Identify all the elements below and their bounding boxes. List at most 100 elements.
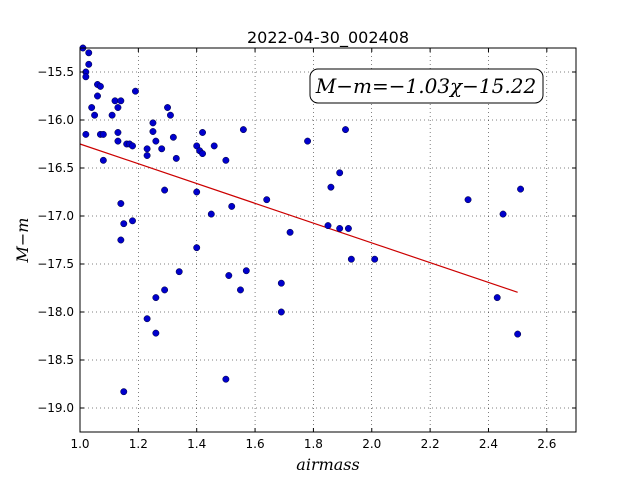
data-point bbox=[129, 217, 136, 225]
data-point bbox=[464, 196, 472, 204]
data-point bbox=[199, 150, 206, 158]
data-point bbox=[166, 111, 174, 119]
data-point bbox=[82, 130, 90, 138]
data-point bbox=[175, 268, 183, 276]
data-point bbox=[149, 128, 157, 135]
x-tick-label: 2.4 bbox=[479, 437, 498, 451]
data-point bbox=[286, 228, 294, 236]
data-point bbox=[149, 119, 157, 127]
y-tick-labels: −15.5 −16.0 −16.5 −17.0 −17.5 −18.0 −18.5 −19.0 bbox=[37, 65, 74, 415]
data-point bbox=[277, 279, 285, 287]
data-point bbox=[131, 87, 139, 95]
data-point bbox=[169, 133, 177, 141]
data-point bbox=[82, 73, 90, 81]
data-point bbox=[114, 104, 122, 111]
x-tick-label: 1.6 bbox=[246, 437, 265, 451]
data-point bbox=[161, 186, 169, 194]
data-point bbox=[120, 388, 128, 396]
data-point bbox=[324, 222, 332, 230]
data-point bbox=[304, 137, 312, 145]
data-point bbox=[193, 188, 201, 196]
data-point bbox=[336, 225, 344, 232]
fit-annotation: M−m=−1.03χ−15.22 bbox=[309, 68, 544, 104]
data-point bbox=[207, 210, 215, 218]
y-tick-label: −16.5 bbox=[37, 161, 74, 175]
y-tick-label: −17.0 bbox=[37, 209, 74, 223]
data-point bbox=[164, 104, 171, 111]
data-point bbox=[263, 196, 271, 204]
x-axis-label: airmass bbox=[296, 455, 359, 474]
ticks bbox=[79, 48, 576, 432]
data-point bbox=[225, 272, 233, 279]
x-tick-label: 2.2 bbox=[421, 437, 440, 451]
x-tick-label: 2.0 bbox=[362, 437, 381, 451]
data-point bbox=[199, 129, 206, 136]
data-points bbox=[79, 44, 525, 396]
data-point bbox=[117, 200, 125, 207]
data-point bbox=[94, 92, 101, 100]
x-tick-label: 2.6 bbox=[537, 437, 556, 451]
data-point bbox=[237, 286, 244, 294]
data-point bbox=[277, 308, 285, 316]
plot-background bbox=[80, 48, 576, 432]
data-point bbox=[193, 244, 201, 252]
y-tick-label: −16.0 bbox=[37, 113, 74, 127]
data-point bbox=[152, 137, 160, 145]
data-point bbox=[228, 202, 236, 210]
data-point bbox=[336, 169, 344, 177]
y-tick-label: −19.0 bbox=[37, 401, 74, 415]
x-tick-label: 1.0 bbox=[70, 437, 89, 451]
data-point bbox=[117, 97, 125, 105]
x-tick-label: 1.2 bbox=[129, 437, 148, 451]
data-point bbox=[514, 330, 522, 338]
y-tick-label: −17.5 bbox=[37, 257, 74, 271]
data-point bbox=[111, 97, 119, 105]
data-point bbox=[499, 210, 507, 218]
data-point bbox=[327, 183, 335, 191]
data-point bbox=[152, 329, 160, 337]
data-point bbox=[114, 137, 122, 145]
data-point bbox=[347, 255, 355, 263]
fit-line-group bbox=[79, 143, 518, 293]
x-tick-labels: 1.0 1.2 1.4 1.6 1.8 2.0 2.2 2.4 2.6 bbox=[70, 437, 556, 451]
data-point bbox=[517, 185, 525, 193]
data-point bbox=[161, 286, 169, 294]
data-point bbox=[85, 60, 93, 68]
data-point bbox=[129, 142, 136, 150]
data-point bbox=[342, 126, 349, 134]
data-point bbox=[143, 315, 151, 323]
data-point bbox=[222, 375, 230, 383]
data-point bbox=[143, 145, 151, 153]
data-point bbox=[210, 142, 218, 150]
data-point bbox=[493, 294, 501, 302]
x-tick-label: 1.8 bbox=[304, 437, 323, 451]
x-tick-label: 1.4 bbox=[187, 437, 206, 451]
annotation-box bbox=[309, 68, 544, 104]
data-point bbox=[152, 294, 160, 302]
data-point bbox=[108, 111, 116, 119]
data-point bbox=[143, 152, 151, 159]
data-point bbox=[120, 220, 128, 228]
data-point bbox=[85, 49, 93, 57]
y-axis-label: M−m bbox=[13, 218, 32, 264]
data-point bbox=[99, 156, 107, 164]
data-point bbox=[88, 104, 96, 111]
annotation-text: M−m=−1.03χ−15.22 bbox=[315, 74, 536, 98]
data-point bbox=[371, 255, 379, 263]
data-point bbox=[344, 225, 352, 232]
y-tick-label: −18.0 bbox=[37, 305, 74, 319]
data-point bbox=[172, 154, 180, 162]
data-point bbox=[114, 129, 122, 136]
fit-line bbox=[79, 143, 518, 293]
data-point bbox=[222, 156, 230, 164]
data-point bbox=[99, 130, 107, 138]
plot-frame bbox=[79, 47, 577, 433]
grid bbox=[80, 48, 576, 432]
data-point bbox=[117, 236, 125, 244]
data-point bbox=[96, 82, 104, 90]
data-point bbox=[158, 145, 166, 153]
data-point bbox=[239, 126, 247, 134]
data-point bbox=[242, 267, 250, 275]
data-point bbox=[91, 111, 99, 119]
